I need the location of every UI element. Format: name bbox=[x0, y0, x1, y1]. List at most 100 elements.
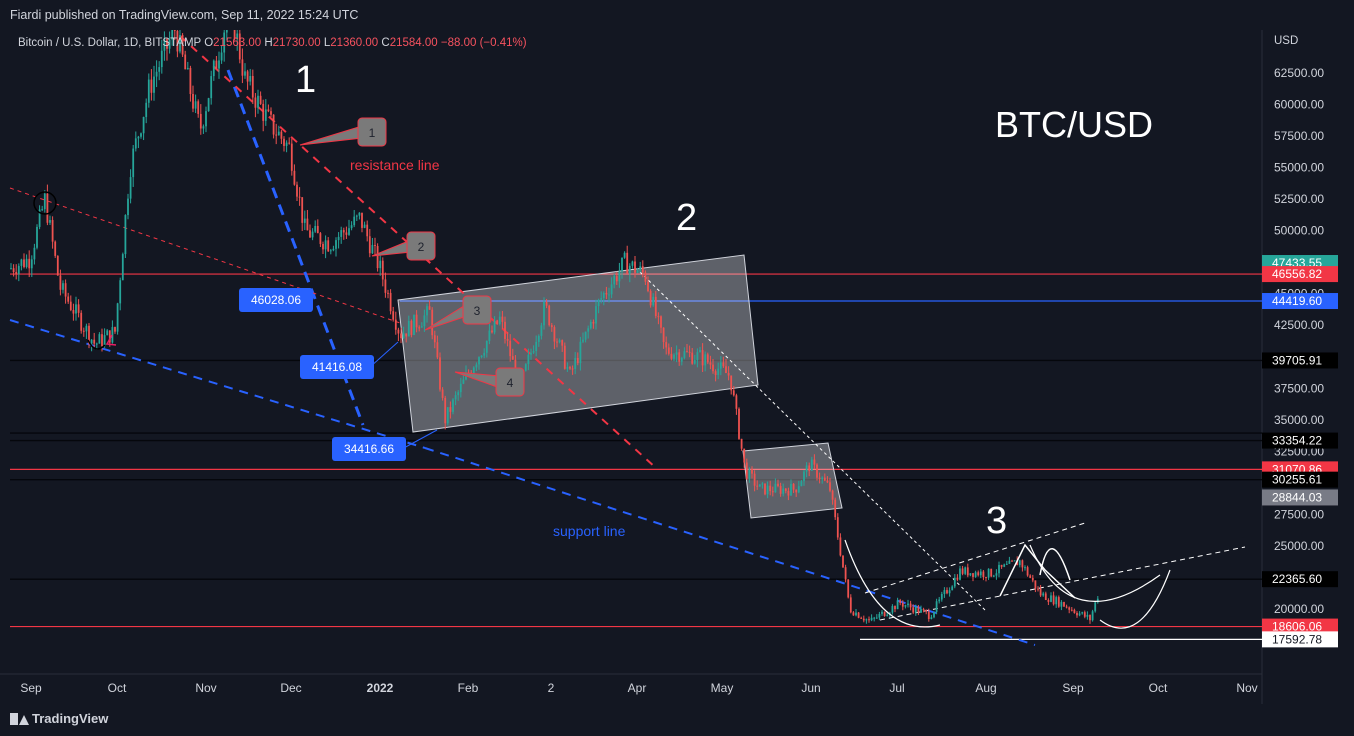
candle-body bbox=[181, 35, 184, 55]
close-value: 21584.00 bbox=[389, 37, 438, 49]
candle-body bbox=[140, 133, 142, 137]
candle-body bbox=[116, 303, 119, 332]
candle-body bbox=[623, 252, 626, 258]
symbol-label[interactable]: Bitcoin / U.S. Dollar, 1D, BITSTAMP bbox=[18, 37, 201, 49]
candle-body bbox=[101, 334, 103, 347]
candle-body bbox=[129, 177, 132, 199]
candle-body bbox=[834, 499, 837, 518]
callout-box bbox=[357, 117, 387, 147]
candle-body bbox=[657, 316, 660, 318]
y-tick-label: 42500.00 bbox=[1274, 318, 1324, 332]
candle-body bbox=[959, 568, 961, 580]
candle-body bbox=[410, 320, 413, 335]
x-tick-label: Dec bbox=[280, 681, 301, 695]
low-value: 21360.00 bbox=[330, 37, 379, 49]
chart-title-annotation: BTC/USD bbox=[995, 104, 1153, 145]
wave-1-label: 1 bbox=[295, 59, 316, 101]
candle-body bbox=[241, 59, 244, 76]
candle-body bbox=[904, 605, 907, 607]
candle-body bbox=[267, 109, 270, 112]
candle-body bbox=[186, 67, 189, 70]
candle-body bbox=[634, 261, 636, 273]
price-tag-label: 18606.06 bbox=[1272, 620, 1322, 634]
candle-body bbox=[618, 271, 621, 282]
candle-body bbox=[797, 486, 800, 493]
candle-body bbox=[592, 321, 595, 324]
swing-label-box bbox=[239, 288, 313, 312]
candle-body bbox=[722, 362, 725, 367]
candle-body bbox=[995, 573, 998, 576]
candle-body bbox=[696, 352, 699, 361]
candle-body bbox=[891, 606, 894, 613]
candle-body bbox=[207, 98, 210, 112]
candle-body bbox=[756, 485, 759, 487]
candle-body bbox=[254, 97, 257, 108]
candle-body bbox=[1042, 593, 1045, 596]
candle-body bbox=[199, 113, 202, 129]
candle-body bbox=[405, 333, 408, 337]
candle-body bbox=[719, 362, 722, 369]
candle-body bbox=[688, 351, 691, 353]
candle-body bbox=[530, 352, 532, 355]
candle-body bbox=[49, 220, 51, 223]
candle-body bbox=[319, 233, 322, 244]
swing-connector bbox=[401, 429, 438, 450]
candle-body bbox=[654, 296, 657, 317]
candle-body bbox=[478, 357, 480, 365]
candle-body bbox=[132, 148, 135, 178]
y-tick-label: 52500.00 bbox=[1274, 192, 1324, 206]
peak-curve bbox=[1039, 548, 1071, 581]
candle-body bbox=[805, 465, 808, 472]
price-tag-label: 22365.60 bbox=[1272, 572, 1322, 586]
candle-body bbox=[670, 353, 673, 359]
candle-body bbox=[1050, 595, 1052, 602]
candle-body bbox=[17, 265, 20, 275]
candle-body bbox=[329, 250, 332, 252]
candle-body bbox=[912, 607, 915, 613]
candle-body bbox=[574, 357, 577, 369]
candle-body bbox=[1086, 614, 1089, 617]
candle-body bbox=[769, 485, 772, 492]
tradingview-logo[interactable]: TradingView bbox=[10, 711, 108, 726]
candle-body bbox=[683, 351, 686, 358]
price-tag-box bbox=[1262, 432, 1338, 449]
candle-body bbox=[314, 225, 317, 232]
candle-body bbox=[740, 438, 743, 449]
tradingview-brand: TradingView bbox=[32, 711, 109, 726]
candle-body bbox=[225, 30, 228, 33]
x-tick-label: Apr bbox=[628, 681, 647, 695]
swing-label: 46028.06 bbox=[251, 293, 301, 307]
x-tick-label: Jul bbox=[889, 681, 904, 695]
candle-body bbox=[732, 390, 735, 396]
candle-body bbox=[839, 537, 842, 556]
candle-body bbox=[446, 407, 449, 424]
y-tick-label: 37500.00 bbox=[1274, 381, 1324, 395]
candle-body bbox=[823, 477, 826, 481]
candle-body bbox=[610, 284, 613, 295]
candle-body bbox=[280, 131, 283, 139]
candle-body bbox=[860, 617, 863, 619]
y-tick-label: 62500.00 bbox=[1274, 66, 1324, 80]
projection-curve-1 bbox=[1099, 569, 1171, 629]
candle-body bbox=[501, 316, 504, 322]
candle-body bbox=[296, 184, 298, 197]
price-tag-box bbox=[1262, 571, 1338, 588]
price-chart[interactable]: 62500.00 60000.00 57500.00 55000.00 52500.00… bbox=[0, 30, 1354, 704]
candle-body bbox=[504, 321, 506, 339]
candle-body bbox=[496, 320, 499, 324]
price-tag-label: 28844.03 bbox=[1272, 490, 1322, 504]
candle-body bbox=[782, 488, 785, 494]
candle-body bbox=[883, 611, 886, 617]
candle-body bbox=[511, 356, 514, 360]
candle-body bbox=[342, 230, 345, 233]
candle-body bbox=[15, 271, 18, 275]
candle-body bbox=[407, 320, 410, 337]
candle-body bbox=[938, 599, 941, 602]
candle-body bbox=[384, 279, 387, 293]
rising-channel-bottom bbox=[879, 546, 1246, 621]
close-label: C bbox=[381, 37, 390, 49]
high-label: H bbox=[264, 37, 273, 49]
candle-body bbox=[1060, 602, 1063, 607]
candle-body bbox=[644, 272, 647, 282]
candle-body bbox=[85, 325, 88, 332]
